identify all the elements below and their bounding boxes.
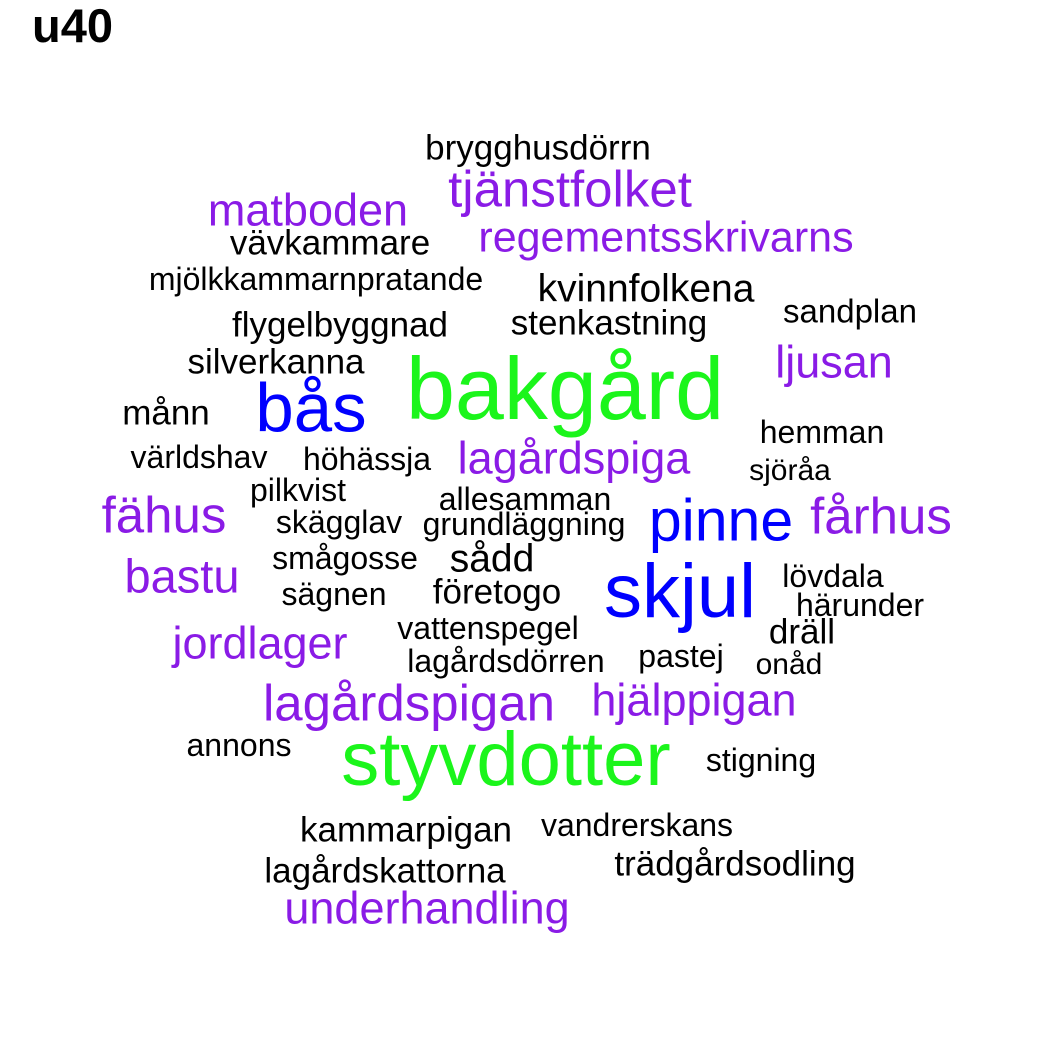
cloud-word: fähus [101, 486, 227, 544]
cloud-word: hjälppigan [591, 674, 797, 726]
cloud-word: stenkastning [510, 303, 708, 343]
cloud-word: styvdotter [341, 717, 671, 802]
cloud-word: brygghusdörrn [425, 128, 651, 168]
cloud-word: bakgård [405, 339, 725, 438]
cloud-word: ljusan [775, 336, 893, 388]
cloud-word: lagårdskattorna [264, 851, 506, 891]
cloud-word: härunder [795, 587, 925, 623]
cloud-word: trädgårdsodling [614, 844, 856, 884]
cloud-word: pinne [648, 487, 794, 554]
cloud-word: månn [122, 393, 210, 433]
cloud-word: lagårdspigan [262, 674, 556, 732]
cloud-word: smågosse [272, 540, 418, 576]
cloud-word: kammarpigan [299, 810, 513, 850]
cloud-word: lagårdsdörren [407, 643, 605, 679]
cloud-word: flygelbyggnad [232, 305, 448, 345]
cloud-word: skägglav [275, 504, 403, 540]
cloud-word: regementsskrivarns [478, 213, 854, 262]
cloud-word: tjänstfolket [448, 160, 692, 218]
cloud-word: vandrerskans [540, 807, 734, 843]
cloud-word: företogo [432, 572, 562, 612]
cloud-word: vattenspegel [397, 610, 579, 646]
cloud-word: bastu [124, 549, 240, 603]
cloud-word: pastej [638, 638, 724, 674]
cloud-word: dräll [768, 612, 836, 652]
cloud-word: bås [255, 369, 367, 447]
chart-title: u40 [32, 0, 113, 52]
cloud-word: allesamman [438, 481, 612, 517]
cloud-word: fårhus [810, 487, 952, 545]
cloud-word: lagårdspiga [457, 432, 691, 484]
cloud-word: matboden [207, 184, 409, 236]
cloud-word: skjul [603, 549, 757, 634]
cloud-word: jordlager [172, 617, 348, 669]
cloud-word: mjölkkammarnpratande [148, 261, 484, 297]
cloud-word: underhandling [284, 882, 570, 934]
cloud-word: stigning [705, 742, 817, 778]
cloud-word: onåd [755, 648, 823, 681]
cloud-word: kvinnfolkena [537, 267, 755, 311]
cloud-word: vävkammare [229, 223, 431, 263]
cloud-word: silverkanna [187, 342, 365, 382]
cloud-word: lövdala [782, 558, 884, 594]
cloud-word: sägnen [281, 576, 387, 612]
cloud-word: pilkvist [249, 472, 347, 508]
cloud-word: hemman [759, 414, 885, 450]
cloud-word: sjöråa [749, 454, 831, 487]
cloud-word: världshav [130, 439, 268, 475]
cloud-word: sådd [449, 537, 535, 581]
cloud-word: grundläggning [422, 506, 626, 542]
cloud-word: sandplan [783, 292, 917, 330]
cloud-word: annons [186, 727, 292, 763]
cloud-word: höhässja [302, 441, 432, 477]
